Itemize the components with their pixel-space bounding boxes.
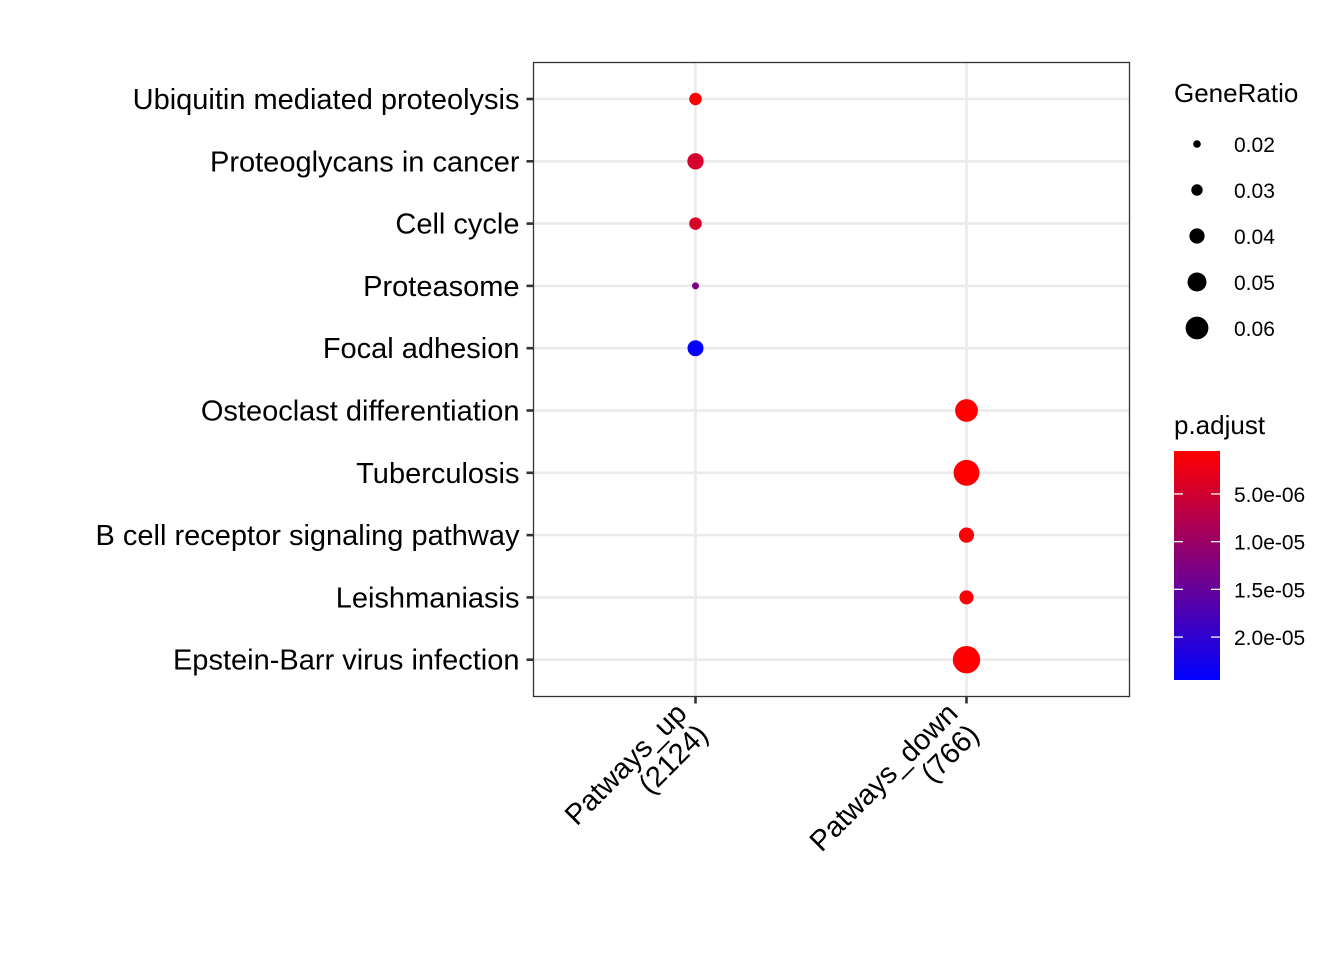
gene-ratio-legend-label: 0.05 — [1234, 272, 1275, 295]
x-tick-label: Patways_up(2124) — [559, 697, 715, 831]
y-tick-label: B cell receptor signaling pathway — [96, 520, 520, 552]
p-adjust-legend-label: 2.0e-05 — [1234, 627, 1305, 650]
gene-ratio-legend-label: 0.03 — [1234, 180, 1275, 203]
data-points — [687, 92, 981, 674]
y-tick-label: Proteoglycans in cancer — [210, 146, 520, 178]
y-tick-label: Cell cycle — [395, 209, 519, 241]
y-tick-label: Osteoclast differentiation — [201, 396, 520, 428]
gene-ratio-legend-label: 0.04 — [1234, 226, 1275, 249]
data-point — [953, 459, 980, 486]
data-point — [955, 399, 978, 422]
y-tick-label: Tuberculosis — [356, 458, 519, 490]
p-adjust-legend: p.adjust 5.0e-06 1.0e-05 1.5e-05 2.0e-05 — [1174, 410, 1305, 680]
y-tick-label: Leishmaniasis — [336, 582, 520, 614]
gene-ratio-legend-title: GeneRatio — [1174, 78, 1298, 108]
gene-ratio-legend-label: 0.06 — [1234, 318, 1275, 341]
data-point — [689, 92, 702, 106]
gene-ratio-legend-label: 0.02 — [1234, 134, 1275, 157]
grid-lines — [533, 62, 1130, 697]
data-point — [689, 217, 702, 230]
data-point — [959, 590, 974, 605]
p-adjust-legend-label: 1.0e-05 — [1234, 532, 1305, 555]
p-adjust-colorbar — [1174, 451, 1220, 680]
p-adjust-legend-label: 1.5e-05 — [1234, 579, 1305, 602]
gene-ratio-legend-key — [1193, 140, 1201, 148]
gene-ratio-legend-key — [1191, 184, 1203, 196]
data-point — [692, 282, 699, 290]
gene-ratio-legend-key — [1187, 272, 1207, 292]
y-axis: Ubiquitin mediated proteolysis Proteoglyc… — [96, 84, 534, 677]
p-adjust-legend-label: 5.0e-06 — [1234, 484, 1305, 507]
y-tick-label: Focal adhesion — [323, 333, 520, 365]
gene-ratio-legend-key — [1185, 316, 1209, 340]
data-point — [687, 340, 704, 357]
data-point — [952, 646, 981, 674]
data-point — [687, 153, 704, 170]
y-tick-label: Epstein-Barr virus infection — [173, 645, 520, 677]
p-adjust-legend-title: p.adjust — [1174, 410, 1266, 440]
gene-ratio-legend: GeneRatio 0.02 0.03 0.04 0.05 0.06 — [1174, 78, 1298, 341]
x-axis: Patways_up(2124) Patways_down(766) — [559, 696, 986, 858]
plot-panel-border — [532, 61, 1131, 698]
x-tick-label: Patways_down(766) — [804, 697, 986, 858]
data-point — [958, 527, 975, 543]
y-tick-label: Ubiquitin mediated proteolysis — [133, 84, 520, 116]
y-tick-label: Proteasome — [363, 271, 519, 303]
gene-ratio-legend-key — [1189, 228, 1205, 244]
